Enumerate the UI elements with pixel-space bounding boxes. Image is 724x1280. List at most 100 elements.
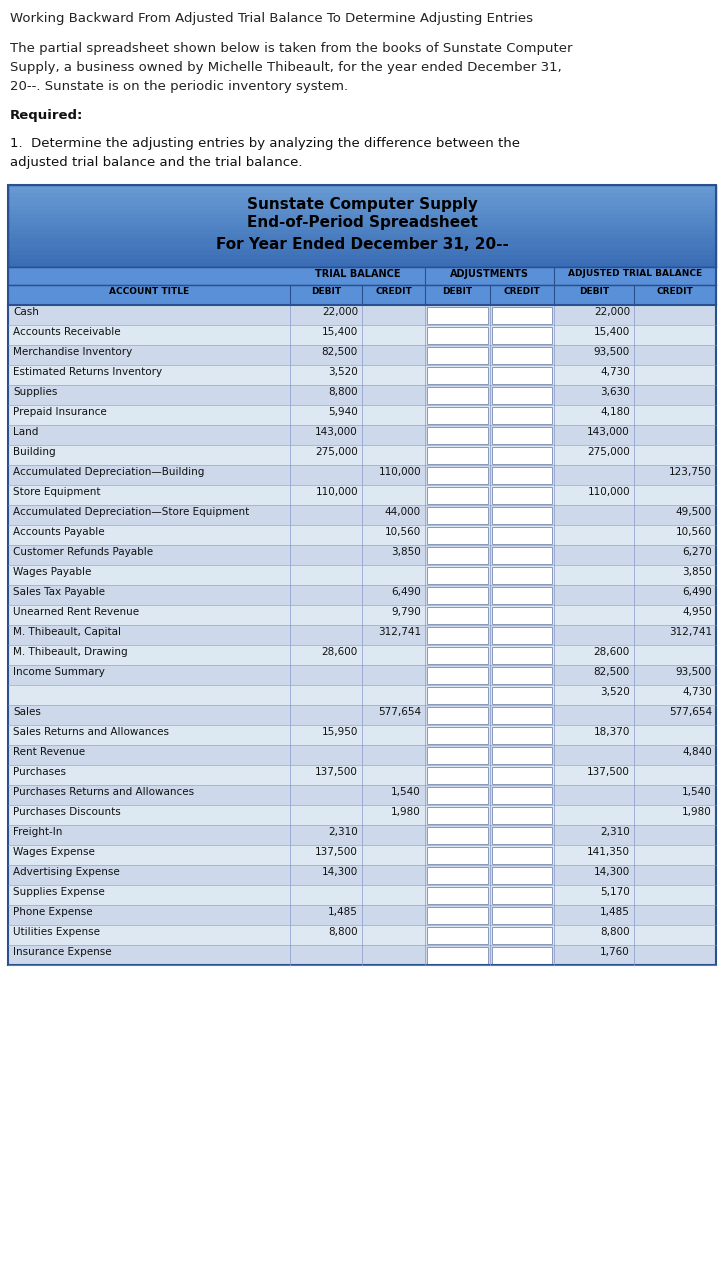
Text: 6,490: 6,490 [682,588,712,596]
Bar [492,906,552,923]
Bar [8,425,716,445]
Text: M. Thibeault, Capital: M. Thibeault, Capital [13,627,121,637]
Bar [427,667,488,684]
Text: 1,980: 1,980 [391,806,421,817]
Bar [492,447,552,463]
Text: Required:: Required: [10,109,83,122]
Bar [492,306,552,324]
Text: 6,490: 6,490 [391,588,421,596]
Bar [8,214,716,218]
Bar [492,846,552,864]
Bar [8,205,716,210]
Text: Prepaid Insurance: Prepaid Insurance [13,407,106,417]
Text: Estimated Returns Inventory: Estimated Returns Inventory [13,367,162,378]
Text: The partial spreadsheet shown below is taken from the books of Sunstate Computer: The partial spreadsheet shown below is t… [10,42,573,55]
Text: Accumulated Depreciation—Store Equipment: Accumulated Depreciation—Store Equipment [13,507,249,517]
Bar [427,767,488,783]
Text: Working Backward From Adjusted Trial Balance To Determine Adjusting Entries: Working Backward From Adjusted Trial Bal… [10,12,533,26]
Bar [8,625,716,645]
Bar [8,884,716,905]
Bar [8,765,716,785]
Text: Sales: Sales [13,707,41,717]
Text: 82,500: 82,500 [321,347,358,357]
Text: adjusted trial balance and the trial balance.: adjusted trial balance and the trial bal… [10,156,303,169]
Text: 1.  Determine the adjusting entries by analyzing the difference between the: 1. Determine the adjusting entries by an… [10,137,520,150]
Bar [8,193,716,197]
Text: DEBIT: DEBIT [442,287,473,296]
Bar [8,404,716,425]
Bar [492,827,552,844]
Text: 1,540: 1,540 [682,787,712,797]
Text: 5,170: 5,170 [600,887,630,897]
Text: ADJUSTMENTS: ADJUSTMENTS [450,269,529,279]
Text: 3,630: 3,630 [600,387,630,397]
Bar [427,946,488,964]
Bar [492,686,552,704]
Text: 3,850: 3,850 [391,547,421,557]
Bar [427,786,488,804]
Text: 312,741: 312,741 [378,627,421,637]
Bar [8,385,716,404]
Text: Accumulated Depreciation—Building: Accumulated Depreciation—Building [13,467,204,477]
Bar [8,186,716,268]
Bar [8,209,716,214]
Text: 10,560: 10,560 [384,527,421,538]
Bar [427,867,488,883]
Text: 3,520: 3,520 [328,367,358,378]
Text: Supplies: Supplies [13,387,57,397]
Bar [492,646,552,663]
Bar [427,526,488,544]
Bar [492,746,552,763]
Bar [8,188,716,193]
Text: 137,500: 137,500 [587,767,630,777]
Text: 8,800: 8,800 [329,387,358,397]
Text: 141,350: 141,350 [587,847,630,858]
Text: 28,600: 28,600 [321,646,358,657]
Bar [427,746,488,763]
Text: Merchandise Inventory: Merchandise Inventory [13,347,132,357]
Bar [427,707,488,723]
Bar [492,466,552,484]
Bar [8,184,716,189]
Bar [492,426,552,443]
Text: Insurance Expense: Insurance Expense [13,947,111,957]
Text: CREDIT: CREDIT [504,287,540,296]
Text: 110,000: 110,000 [316,486,358,497]
Text: Store Equipment: Store Equipment [13,486,101,497]
Text: 14,300: 14,300 [594,867,630,877]
Bar [492,526,552,544]
Text: Freight-In: Freight-In [13,827,62,837]
Text: ACCOUNT TITLE: ACCOUNT TITLE [109,287,189,296]
Text: 6,270: 6,270 [682,547,712,557]
Text: 275,000: 275,000 [315,447,358,457]
Bar [427,387,488,403]
Bar [8,605,716,625]
Text: 82,500: 82,500 [594,667,630,677]
Bar [492,927,552,943]
Bar [492,607,552,623]
Bar [8,925,716,945]
Bar [8,745,716,765]
Text: 1,540: 1,540 [391,787,421,797]
Bar [8,826,716,845]
Text: Income Summary: Income Summary [13,667,105,677]
Text: Purchases Discounts: Purchases Discounts [13,806,121,817]
Bar [492,486,552,503]
Text: Accounts Payable: Accounts Payable [13,527,105,538]
Bar [427,347,488,364]
Bar [8,506,716,525]
Bar [8,229,716,234]
Text: Purchases Returns and Allowances: Purchases Returns and Allowances [13,787,194,797]
Text: Utilities Expense: Utilities Expense [13,927,100,937]
Text: 8,800: 8,800 [329,927,358,937]
Text: 143,000: 143,000 [315,428,358,436]
Text: 110,000: 110,000 [379,467,421,477]
Text: 5,940: 5,940 [328,407,358,417]
Text: 28,600: 28,600 [594,646,630,657]
Bar [492,567,552,584]
Bar [492,946,552,964]
Bar [492,786,552,804]
Bar [8,585,716,605]
Bar [427,686,488,704]
Text: 2,310: 2,310 [328,827,358,837]
